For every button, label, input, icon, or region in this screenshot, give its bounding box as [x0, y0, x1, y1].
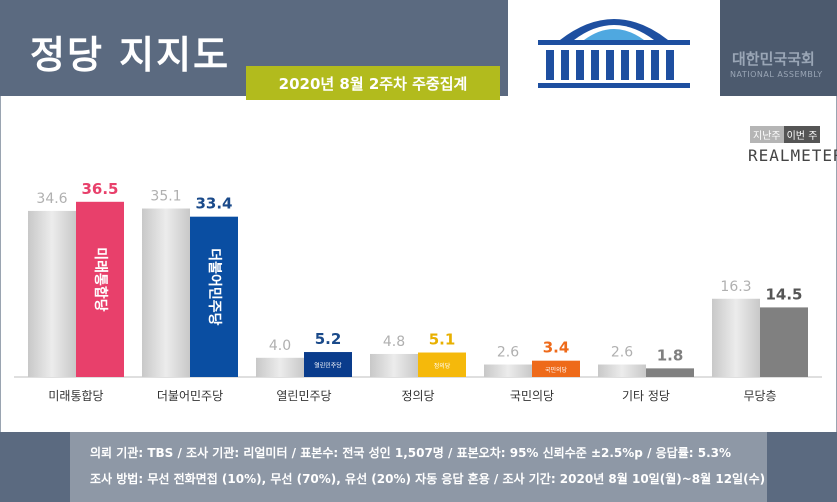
bar-this-week	[646, 368, 694, 377]
bar-this-week	[760, 307, 808, 377]
data-label-prev: 2.6	[497, 345, 519, 361]
data-label-current: 33.4	[195, 195, 232, 213]
data-label-current: 3.4	[543, 339, 570, 357]
bar-this-week	[190, 216, 238, 377]
page-title: 정당 지지도	[30, 33, 231, 77]
category-label: 정의당	[401, 389, 434, 403]
survey-info-line-2: 조사 방법: 무선 전화면접 (10%), 무선 (70%), 유선 (20%)…	[90, 472, 766, 486]
party-logo-text: 더불어민주당	[206, 248, 223, 325]
party-logo-text: 국민의당	[545, 366, 568, 374]
bar-prev-week	[142, 208, 190, 377]
bar-prev-week	[28, 210, 76, 377]
bar-this-week	[76, 201, 124, 377]
realmeter-logo: REALMETER	[748, 146, 837, 165]
data-label-current: 5.2	[315, 330, 342, 348]
data-label-prev: 2.6	[611, 345, 633, 361]
assembly-name-en: NATIONAL ASSEMBLY	[730, 70, 823, 79]
bar-this-week	[304, 352, 352, 377]
legend: 지난주 이번 주	[750, 126, 821, 143]
bar-prev-week	[712, 298, 760, 377]
party-logo-text: 열린민주당	[314, 362, 342, 370]
bar-prev-week	[370, 353, 418, 377]
data-label-prev: 4.8	[383, 334, 405, 350]
data-label-current: 36.5	[81, 180, 118, 198]
data-label-prev: 4.0	[269, 338, 291, 354]
bar-this-week	[532, 360, 580, 377]
party-logo-text: 미래통합당	[92, 247, 109, 312]
assembly-panel: 대한민국국회 NATIONAL ASSEMBLY	[720, 0, 837, 96]
data-label-current: 14.5	[765, 285, 802, 303]
legend-this-week: 이번 주	[783, 126, 821, 143]
category-label: 더불어민주당	[157, 389, 223, 403]
data-label-current: 5.1	[429, 331, 456, 349]
assembly-logo	[508, 0, 720, 96]
category-label: 무당층	[743, 389, 776, 403]
party-logo-text: 정의당	[434, 362, 451, 370]
footer: 의뢰 기관: TBS / 조사 기관: 리얼미터 / 표본수: 전국 성인 1,…	[0, 432, 837, 502]
data-label-current: 1.8	[657, 346, 684, 364]
survey-info-line-1: 의뢰 기관: TBS / 조사 기관: 리얼미터 / 표본수: 전국 성인 1,…	[90, 446, 732, 460]
data-label-prev: 16.3	[720, 279, 751, 295]
data-label-prev: 34.6	[36, 191, 67, 207]
legend-prev-week: 지난주	[750, 126, 784, 143]
bar-prev-week	[256, 357, 304, 377]
category-label: 열린민주당	[276, 389, 331, 403]
bar-prev-week	[484, 364, 532, 377]
bar-this-week	[418, 352, 466, 377]
assembly-building-icon	[538, 19, 690, 88]
bar-prev-week	[598, 364, 646, 377]
assembly-name-ko: 대한민국국회	[732, 50, 815, 68]
category-label: 국민의당	[510, 389, 554, 403]
category-label: 기타 정당	[622, 389, 670, 403]
data-label-prev: 35.1	[150, 189, 181, 205]
category-label: 미래통합당	[48, 389, 103, 403]
survey-info-box	[70, 432, 767, 502]
survey-period-badge: 2020년 8월 2주차 주중집계	[246, 66, 500, 100]
